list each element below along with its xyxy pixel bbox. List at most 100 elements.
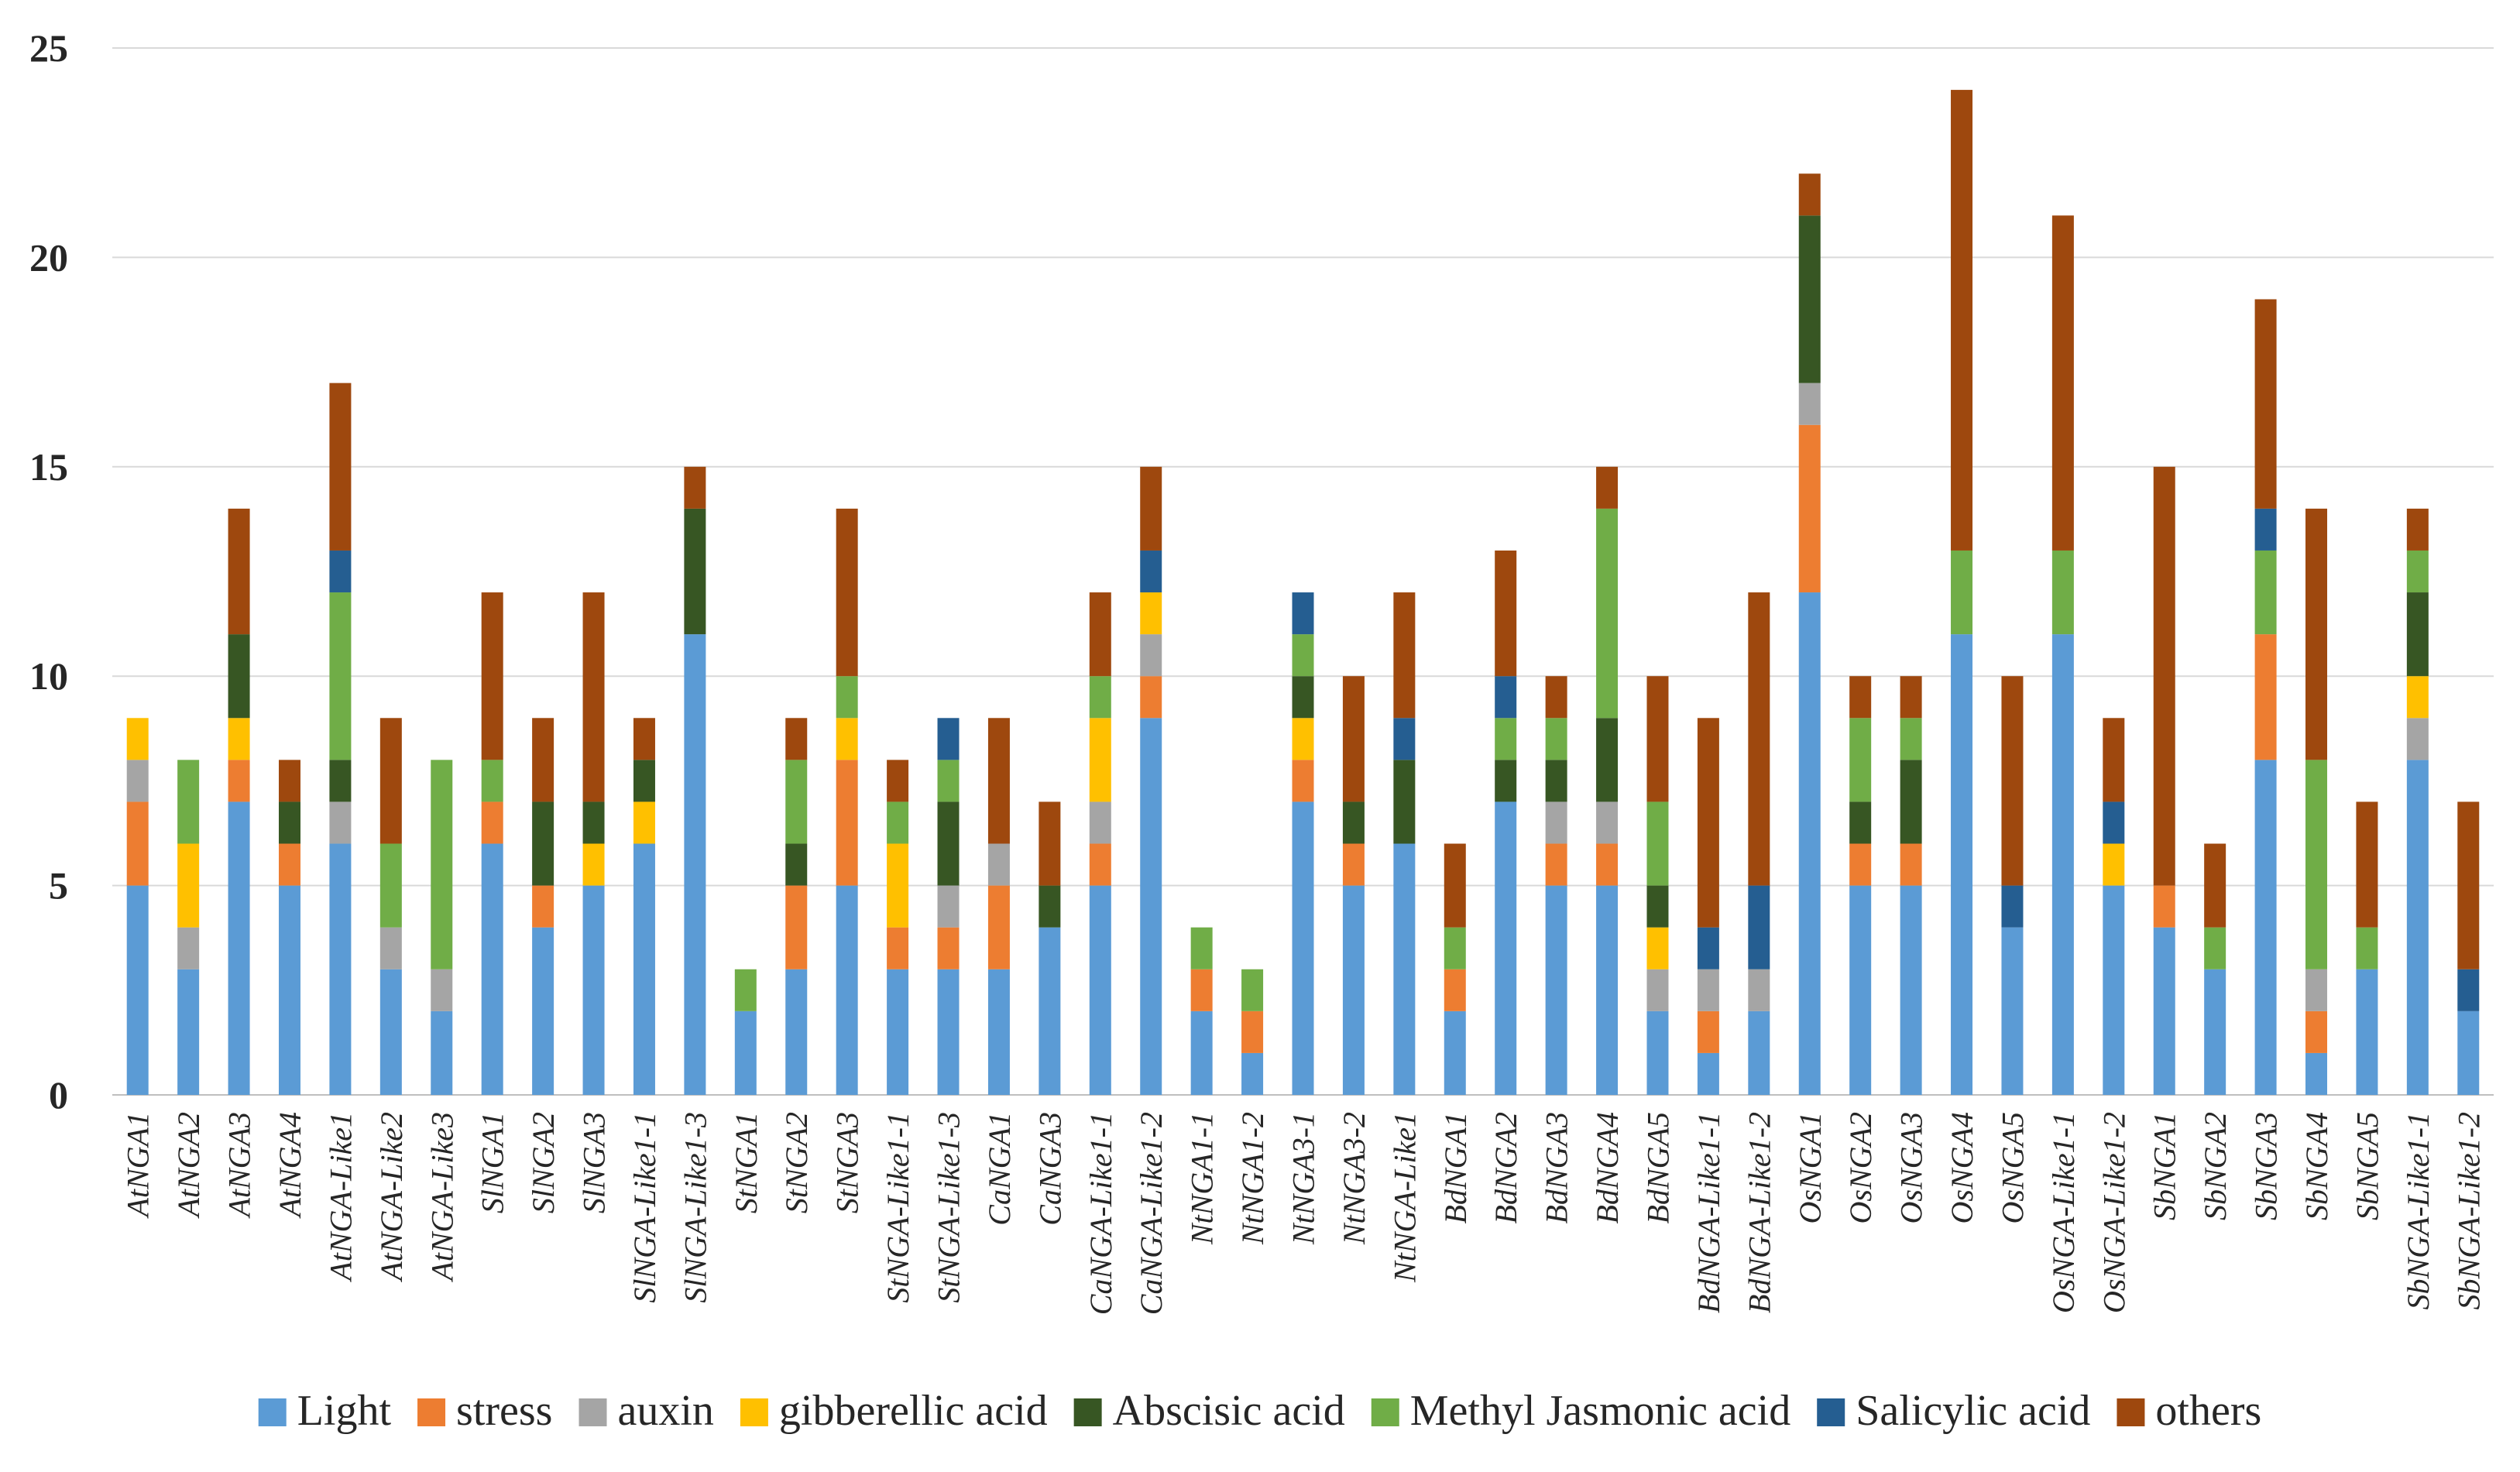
bar-segment-abscisic-acid (1849, 801, 1872, 844)
bar-segment-light (836, 885, 858, 1095)
bar-segment-others (1444, 843, 1466, 928)
bar-segment-stress (785, 885, 808, 969)
bar-segment-stress (1089, 843, 1111, 886)
bar-segment-abscisic-acid (2406, 592, 2429, 677)
legend-label: Abscisic acid (1113, 1387, 1345, 1435)
bar-segment-light (785, 969, 808, 1095)
bar-segment-auxin (2305, 969, 2328, 1011)
bar-segment-methyl-jasmonic-acid (1241, 969, 1264, 1011)
bar-segment-others (2457, 801, 2480, 969)
x-tick-label: CaNGA1 (982, 1112, 1017, 1226)
bar-segment-methyl-jasmonic-acid (1545, 718, 1567, 760)
x-tick-label: OsNGA3 (1894, 1112, 1929, 1223)
bar-segment-others (1849, 676, 1872, 719)
bar-segment-methyl-jasmonic-acid (2406, 550, 2429, 593)
bar-segment-light (2001, 927, 2024, 1095)
legend-swatch (2117, 1398, 2145, 1426)
bar-segment-auxin (1140, 634, 1162, 677)
bar-segment-light (1292, 801, 1314, 1095)
bar-segment-salicylic-acid (1393, 718, 1416, 760)
bar-segment-stress (1444, 969, 1466, 1011)
bar-segment-others (684, 466, 706, 509)
x-tick-label: SlNGA1 (476, 1112, 510, 1213)
x-tick-label: OsNGA5 (1995, 1112, 2030, 1223)
bar-segment-others (2051, 215, 2074, 551)
bar-segment-abscisic-acid (1798, 215, 1821, 383)
bar-segment-stress (987, 885, 1010, 969)
x-tick-label: SbNGA1 (2147, 1112, 2182, 1220)
bar-segment-auxin (431, 969, 453, 1011)
bar-segment-light (1748, 1010, 1770, 1095)
y-tick-label: 20 (29, 235, 68, 279)
bar-segment-gibberellic-acid (1089, 718, 1111, 802)
bar-segment-light (1342, 885, 1365, 1095)
bar-segment-salicylic-acid (2103, 801, 2125, 844)
bar-segment-others (532, 718, 554, 802)
legend-swatch (1817, 1398, 1845, 1426)
bar-segment-gibberellic-acid (1292, 718, 1314, 760)
bar-segment-methyl-jasmonic-acid (1596, 508, 1619, 719)
bar-segment-abscisic-acid (582, 801, 605, 844)
x-tick-label: SbNGA-Like1-2 (2451, 1112, 2486, 1310)
legend-label: others (2155, 1387, 2261, 1435)
y-tick-label: 15 (29, 445, 68, 489)
bar-segment-auxin (1545, 801, 1567, 844)
bar-segment-stress (2254, 634, 2277, 760)
bar-segment-others (1495, 550, 1517, 677)
bar-segment-salicylic-acid (937, 718, 960, 760)
bar-segment-salicylic-acid (1697, 927, 1719, 969)
bar-segment-stress (481, 801, 503, 844)
bar-segment-methyl-jasmonic-acid (1951, 550, 1973, 635)
bar-segment-light (1900, 885, 1922, 1095)
bar-segment-others (1545, 676, 1567, 719)
bar-segment-stress (1545, 843, 1567, 886)
x-tick-label: SbNGA4 (2299, 1112, 2334, 1220)
legend-swatch (740, 1398, 768, 1426)
bar-segment-light (2103, 885, 2125, 1095)
legend-label: auxin (617, 1387, 713, 1435)
bar-segment-methyl-jasmonic-acid (329, 592, 352, 760)
x-tick-label: BdNGA-Like1-2 (1742, 1112, 1777, 1313)
bar-segment-others (2305, 508, 2328, 760)
bar-segment-others (329, 383, 352, 551)
bar-segment-abscisic-acid (278, 801, 300, 844)
x-tick-label: OsNGA4 (1945, 1112, 1979, 1223)
bar-segment-others (2356, 801, 2378, 928)
bar-segment-salicylic-acid (1140, 550, 1162, 593)
x-tick-label: NtNGA-Like1 (1387, 1112, 1422, 1283)
bar-segment-light (126, 885, 149, 1095)
bar-segment-auxin (1798, 383, 1821, 425)
bar-segment-light (1140, 718, 1162, 1095)
bar-segment-auxin (1748, 969, 1770, 1011)
bar-segment-abscisic-acid (1292, 676, 1314, 719)
bar-segment-light (431, 1010, 453, 1095)
bar-segment-others (1798, 173, 1821, 216)
bar-segment-gibberellic-acid (887, 843, 909, 928)
bar-segment-others (887, 760, 909, 802)
bar-segment-abscisic-acid (1646, 885, 1669, 928)
bar-segment-stress (1697, 1010, 1719, 1053)
bar-segment-others (836, 508, 858, 677)
x-tick-label: NtNGA1-2 (1235, 1112, 1270, 1245)
bar-segment-light (1697, 1052, 1719, 1095)
bar-segment-methyl-jasmonic-acid (1292, 634, 1314, 677)
x-tick-label: StNGA-Like1-3 (932, 1112, 966, 1303)
bar-segment-methyl-jasmonic-acid (1646, 801, 1669, 886)
bar-segment-abscisic-acid (1596, 718, 1619, 802)
y-axis-ticks: 0 5 10 15 20 25 (29, 26, 68, 1117)
bar-segment-light (2305, 1052, 2328, 1095)
bar-segment-others (1900, 676, 1922, 719)
bar-segment-others (2153, 466, 2175, 886)
bar-segment-stress (1900, 843, 1922, 886)
bar-segment-stress (1798, 424, 1821, 593)
legend-swatch (1371, 1398, 1399, 1426)
x-tick-label: CaNGA3 (1032, 1112, 1067, 1226)
x-tick-label: CaNGA-Like1-1 (1083, 1112, 1118, 1315)
bar-segment-light (2254, 760, 2277, 1095)
bar-segment-light (1393, 843, 1416, 1095)
bar-segment-abscisic-acid (684, 508, 706, 635)
bar-segment-methyl-jasmonic-acid (1495, 718, 1517, 760)
bar-segment-stress (1241, 1010, 1264, 1053)
bar-segment-others (481, 592, 503, 760)
x-tick-label: SlNGA-Like1-1 (627, 1112, 662, 1303)
